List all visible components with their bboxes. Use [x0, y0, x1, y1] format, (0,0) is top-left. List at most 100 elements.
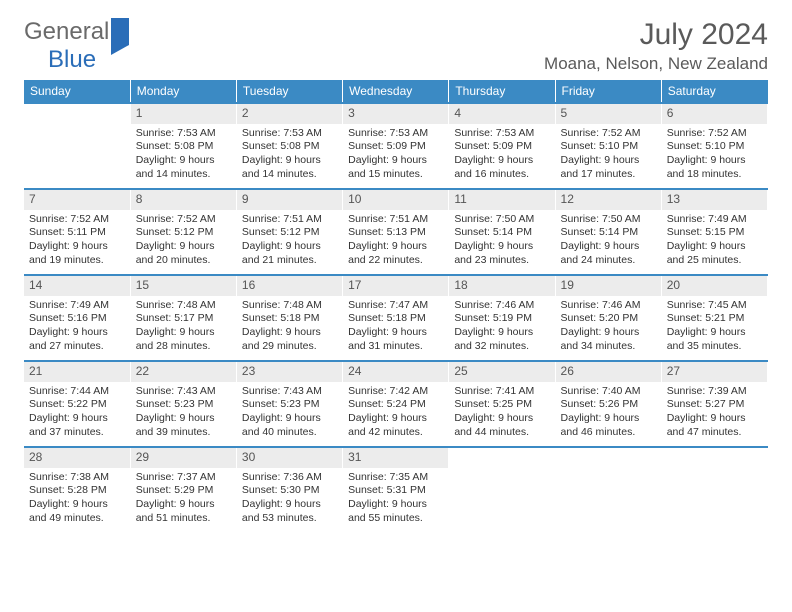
sunset-text: Sunset: 5:12 PM	[242, 226, 337, 240]
day-number: 3	[343, 104, 448, 124]
sunrise-text: Sunrise: 7:41 AM	[454, 385, 549, 399]
calendar-cell: 23Sunrise: 7:43 AMSunset: 5:23 PMDayligh…	[236, 361, 342, 447]
day-header: Sunday	[24, 80, 130, 103]
calendar-cell: 26Sunrise: 7:40 AMSunset: 5:26 PMDayligh…	[555, 361, 661, 447]
daylight-text: Daylight: 9 hours and 16 minutes.	[454, 154, 549, 181]
calendar-cell: 17Sunrise: 7:47 AMSunset: 5:18 PMDayligh…	[343, 275, 449, 361]
day-number: 10	[343, 190, 448, 210]
calendar-cell	[555, 447, 661, 533]
calendar-table: Sunday Monday Tuesday Wednesday Thursday…	[24, 80, 768, 533]
calendar-week-row: 28Sunrise: 7:38 AMSunset: 5:28 PMDayligh…	[24, 447, 768, 533]
day-details: Sunrise: 7:43 AMSunset: 5:23 PMDaylight:…	[237, 382, 342, 445]
day-number: 4	[449, 104, 554, 124]
sunrise-text: Sunrise: 7:46 AM	[561, 299, 656, 313]
daylight-text: Daylight: 9 hours and 44 minutes.	[454, 412, 549, 439]
day-number: 14	[24, 276, 130, 296]
sunrise-text: Sunrise: 7:47 AM	[348, 299, 443, 313]
daylight-text: Daylight: 9 hours and 22 minutes.	[348, 240, 443, 267]
sunrise-text: Sunrise: 7:50 AM	[454, 213, 549, 227]
day-header: Monday	[130, 80, 236, 103]
sunrise-text: Sunrise: 7:51 AM	[242, 213, 337, 227]
daylight-text: Daylight: 9 hours and 18 minutes.	[667, 154, 762, 181]
daylight-text: Daylight: 9 hours and 14 minutes.	[136, 154, 231, 181]
daylight-text: Daylight: 9 hours and 40 minutes.	[242, 412, 337, 439]
sunset-text: Sunset: 5:26 PM	[561, 398, 656, 412]
daylight-text: Daylight: 9 hours and 31 minutes.	[348, 326, 443, 353]
day-number: 29	[131, 448, 236, 468]
day-number: 24	[343, 362, 448, 382]
calendar-cell: 8Sunrise: 7:52 AMSunset: 5:12 PMDaylight…	[130, 189, 236, 275]
calendar-cell: 29Sunrise: 7:37 AMSunset: 5:29 PMDayligh…	[130, 447, 236, 533]
day-number	[662, 448, 767, 452]
day-details: Sunrise: 7:49 AMSunset: 5:15 PMDaylight:…	[662, 210, 767, 273]
sunrise-text: Sunrise: 7:49 AM	[667, 213, 762, 227]
day-details: Sunrise: 7:51 AMSunset: 5:12 PMDaylight:…	[237, 210, 342, 273]
sunset-text: Sunset: 5:14 PM	[561, 226, 656, 240]
calendar-cell: 25Sunrise: 7:41 AMSunset: 5:25 PMDayligh…	[449, 361, 555, 447]
day-number	[556, 448, 661, 452]
daylight-text: Daylight: 9 hours and 28 minutes.	[136, 326, 231, 353]
sunset-text: Sunset: 5:28 PM	[29, 484, 125, 498]
daylight-text: Daylight: 9 hours and 24 minutes.	[561, 240, 656, 267]
daylight-text: Daylight: 9 hours and 32 minutes.	[454, 326, 549, 353]
day-details: Sunrise: 7:39 AMSunset: 5:27 PMDaylight:…	[662, 382, 767, 445]
sunset-text: Sunset: 5:15 PM	[667, 226, 762, 240]
sunset-text: Sunset: 5:22 PM	[29, 398, 125, 412]
day-details: Sunrise: 7:43 AMSunset: 5:23 PMDaylight:…	[131, 382, 236, 445]
calendar-cell: 18Sunrise: 7:46 AMSunset: 5:19 PMDayligh…	[449, 275, 555, 361]
daylight-text: Daylight: 9 hours and 23 minutes.	[454, 240, 549, 267]
day-number: 13	[662, 190, 767, 210]
sunset-text: Sunset: 5:08 PM	[242, 140, 337, 154]
day-details: Sunrise: 7:53 AMSunset: 5:09 PMDaylight:…	[449, 124, 554, 187]
calendar-cell: 7Sunrise: 7:52 AMSunset: 5:11 PMDaylight…	[24, 189, 130, 275]
sunrise-text: Sunrise: 7:49 AM	[29, 299, 125, 313]
day-details: Sunrise: 7:38 AMSunset: 5:28 PMDaylight:…	[24, 468, 130, 531]
calendar-week-row: 1Sunrise: 7:53 AMSunset: 5:08 PMDaylight…	[24, 103, 768, 189]
calendar-week-row: 14 Sunrise: 7:49 AMSunset: 5:16 PM Dayligh…	[24, 275, 768, 361]
sunrise-text: Sunrise: 7:38 AM	[29, 471, 125, 485]
day-details: Sunrise: 7:42 AMSunset: 5:24 PMDaylight:…	[343, 382, 448, 445]
sunrise-text: Sunrise: 7:53 AM	[454, 127, 549, 141]
day-number: 23	[237, 362, 342, 382]
sunset-text: Sunset: 5:23 PM	[136, 398, 231, 412]
calendar-cell: 6Sunrise: 7:52 AMSunset: 5:10 PMDaylight…	[661, 103, 767, 189]
sunset-text: Sunset: 5:10 PM	[561, 140, 656, 154]
calendar-cell: 4Sunrise: 7:53 AMSunset: 5:09 PMDaylight…	[449, 103, 555, 189]
day-header: Thursday	[449, 80, 555, 103]
calendar-cell: 10Sunrise: 7:51 AMSunset: 5:13 PMDayligh…	[343, 189, 449, 275]
sunset-text: Sunset: 5:10 PM	[667, 140, 762, 154]
title-block: July 2024 Moana, Nelson, New Zealand	[544, 18, 768, 74]
sunrise-text: Sunrise: 7:53 AM	[136, 127, 231, 141]
day-details: Sunrise: 7:53 AMSunset: 5:08 PMDaylight:…	[131, 124, 236, 187]
day-number: 16	[237, 276, 342, 296]
brand-logo: General Blue	[24, 18, 129, 74]
day-number: 12	[556, 190, 661, 210]
brand-sail-icon	[111, 18, 129, 55]
day-number: 21	[24, 362, 130, 382]
calendar-cell: 19Sunrise: 7:46 AMSunset: 5:20 PMDayligh…	[555, 275, 661, 361]
day-number	[449, 448, 554, 452]
sunset-text: Sunset: 5:24 PM	[348, 398, 443, 412]
day-number: 18	[449, 276, 554, 296]
calendar-week-row: 21Sunrise: 7:44 AMSunset: 5:22 PMDayligh…	[24, 361, 768, 447]
sunset-text: Sunset: 5:08 PM	[136, 140, 231, 154]
sunset-text: Sunset: 5:21 PM	[667, 312, 762, 326]
daylight-text: Daylight: 9 hours and 53 minutes.	[242, 498, 337, 525]
sunset-text: Sunset: 5:14 PM	[454, 226, 549, 240]
sunset-text: Sunset: 5:23 PM	[242, 398, 337, 412]
sunset-text: Sunset: 5:16 PM	[29, 312, 125, 326]
sunset-text: Sunset: 5:13 PM	[348, 226, 443, 240]
brand-part1: General	[24, 18, 109, 45]
sunrise-text: Sunrise: 7:53 AM	[242, 127, 337, 141]
daylight-text: Daylight: 9 hours and 34 minutes.	[561, 326, 656, 353]
daylight-text: Daylight: 9 hours and 51 minutes.	[136, 498, 231, 525]
daylight-text: Daylight: 9 hours and 39 minutes.	[136, 412, 231, 439]
day-header: Saturday	[661, 80, 767, 103]
day-number: 28	[24, 448, 130, 468]
calendar-cell: 13Sunrise: 7:49 AMSunset: 5:15 PMDayligh…	[661, 189, 767, 275]
sunset-text: Sunset: 5:27 PM	[667, 398, 762, 412]
sunrise-text: Sunrise: 7:52 AM	[667, 127, 762, 141]
daylight-text: Daylight: 9 hours and 14 minutes.	[242, 154, 337, 181]
sunset-text: Sunset: 5:19 PM	[454, 312, 549, 326]
day-details: Sunrise: 7:46 AMSunset: 5:19 PMDaylight:…	[449, 296, 554, 359]
